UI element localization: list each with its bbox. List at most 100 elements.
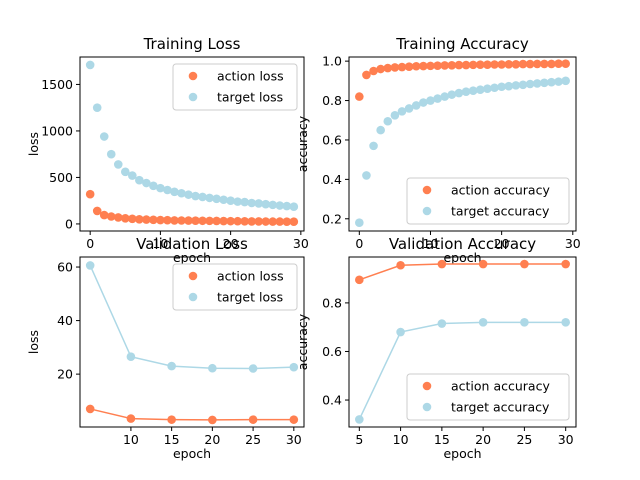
data-point bbox=[561, 59, 570, 68]
series-action bbox=[85, 189, 299, 227]
series-line bbox=[359, 263, 566, 281]
data-point bbox=[208, 415, 217, 425]
x-tick-label: 0 bbox=[355, 236, 363, 251]
data-point bbox=[437, 259, 447, 269]
data-point bbox=[247, 198, 256, 208]
data-point bbox=[497, 60, 506, 69]
data-point bbox=[355, 275, 364, 285]
series-action bbox=[355, 59, 570, 101]
data-point bbox=[128, 171, 137, 180]
panel-3: 10 15 20 25 30 20 40 60 epoch loss Validation Loss… bbox=[26, 235, 305, 461]
data-point bbox=[106, 212, 116, 221]
panel-title: Validation Loss bbox=[136, 235, 248, 253]
data-point bbox=[478, 318, 488, 327]
data-point bbox=[149, 215, 158, 225]
legend-marker bbox=[422, 381, 432, 391]
x-tick-label: 10 bbox=[152, 236, 168, 251]
data-point bbox=[142, 178, 151, 188]
panel-2: 0 10 20 300.20.40.60.81.0epochaccuracyTrain… bbox=[295, 35, 581, 265]
data-point bbox=[376, 125, 385, 135]
data-point bbox=[440, 61, 450, 70]
axes-frame bbox=[348, 256, 577, 428]
data-point bbox=[254, 217, 264, 226]
x-tick-label: 20 bbox=[204, 432, 220, 447]
x-tick-label: 10 bbox=[123, 432, 139, 447]
y-tick-label: 1500 bbox=[41, 77, 73, 92]
data-point bbox=[461, 87, 471, 96]
y-axis-label: loss bbox=[26, 330, 41, 354]
data-point bbox=[461, 60, 471, 70]
y-tick-label: 60 bbox=[57, 260, 73, 275]
y-tick-label: 0.8 bbox=[322, 93, 342, 108]
legend-frame bbox=[406, 373, 570, 421]
data-point bbox=[547, 59, 556, 69]
data-point bbox=[433, 61, 442, 70]
x-tick-label: 20 bbox=[475, 432, 491, 447]
data-point bbox=[362, 171, 371, 180]
data-point bbox=[426, 61, 435, 71]
data-point bbox=[483, 84, 492, 94]
x-tick-label: 0 bbox=[86, 236, 94, 251]
data-point bbox=[248, 415, 258, 424]
data-point bbox=[135, 175, 144, 185]
data-point bbox=[561, 318, 570, 327]
data-point bbox=[532, 59, 542, 69]
legend-marker bbox=[188, 292, 198, 302]
data-point bbox=[198, 216, 207, 226]
data-point bbox=[261, 199, 271, 209]
x-axis-label: epoch bbox=[443, 446, 481, 461]
data-point bbox=[404, 104, 414, 113]
x-tick-label: 15 bbox=[164, 432, 180, 447]
data-point bbox=[240, 197, 249, 207]
series-line bbox=[90, 408, 294, 421]
data-point bbox=[142, 215, 151, 224]
data-point bbox=[85, 189, 95, 199]
data-point bbox=[191, 191, 200, 201]
x-tick-label: 15 bbox=[434, 432, 450, 447]
data-point bbox=[120, 214, 130, 223]
data-point bbox=[532, 79, 542, 88]
data-point bbox=[454, 60, 464, 70]
data-point bbox=[390, 111, 400, 120]
data-point bbox=[390, 63, 400, 72]
data-point bbox=[454, 88, 464, 98]
legend-marker bbox=[422, 206, 432, 216]
data-point bbox=[92, 103, 102, 112]
data-point bbox=[170, 216, 179, 225]
data-point bbox=[383, 116, 393, 126]
y-tick-label: 1000 bbox=[41, 123, 73, 138]
series-line bbox=[89, 265, 294, 370]
data-point bbox=[490, 60, 499, 69]
data-point bbox=[184, 190, 193, 199]
y-tick-label: 0.4 bbox=[322, 172, 342, 187]
data-point bbox=[355, 415, 364, 424]
data-point bbox=[518, 80, 528, 90]
data-point bbox=[468, 86, 478, 95]
data-point bbox=[240, 217, 249, 226]
data-point bbox=[397, 62, 407, 72]
data-point bbox=[248, 364, 258, 373]
data-point bbox=[149, 181, 158, 191]
legend-label: action loss bbox=[217, 69, 284, 84]
data-point bbox=[268, 200, 278, 210]
legend-label: action accuracy bbox=[451, 379, 550, 394]
y-axis-label: accuracy bbox=[295, 313, 310, 370]
data-point bbox=[511, 81, 521, 90]
legend-label: action accuracy bbox=[451, 183, 550, 198]
series-target bbox=[355, 318, 570, 424]
data-point bbox=[219, 195, 228, 205]
data-point bbox=[478, 259, 488, 269]
y-tick-label: 40 bbox=[57, 313, 73, 328]
data-point bbox=[289, 217, 299, 227]
legend-label: target loss bbox=[217, 290, 283, 305]
y-tick-label: 0.6 bbox=[322, 344, 342, 359]
legend: action loss target loss bbox=[172, 63, 298, 111]
data-point bbox=[411, 101, 421, 110]
data-point bbox=[369, 66, 378, 76]
data-point bbox=[254, 199, 264, 208]
data-point bbox=[468, 60, 478, 70]
data-point bbox=[561, 76, 570, 86]
legend-label: action loss bbox=[217, 269, 284, 284]
data-point bbox=[177, 216, 186, 225]
y-axis-label: accuracy bbox=[295, 115, 310, 172]
